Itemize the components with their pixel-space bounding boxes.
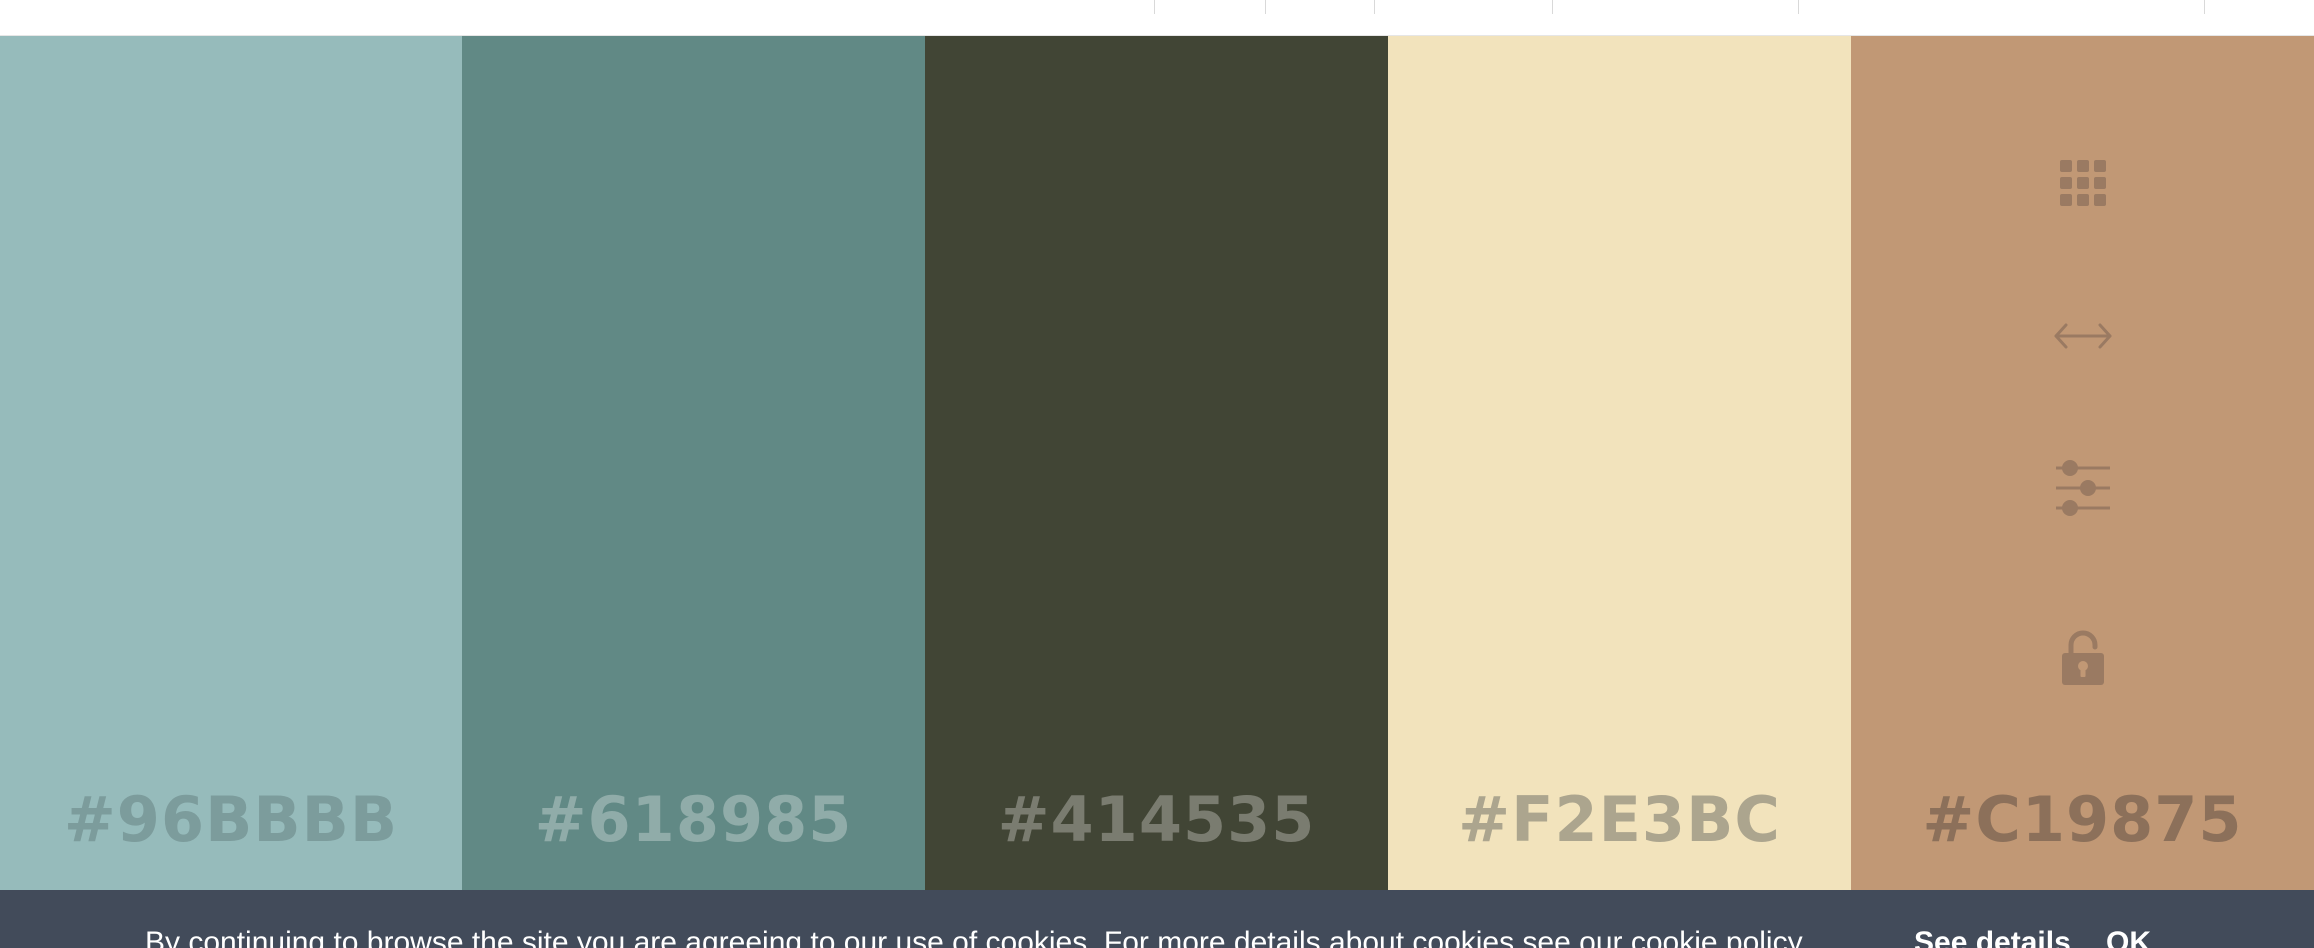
cookie-consent-banner: By continuing to browse the site you are… xyxy=(0,890,2314,948)
swatch-toolbar xyxy=(1851,36,2314,890)
sliders-icon[interactable] xyxy=(2051,456,2115,520)
nav-divider xyxy=(1265,0,1266,14)
top-navigation-bar xyxy=(0,0,2314,36)
grid-icon[interactable] xyxy=(2051,151,2115,215)
nav-divider xyxy=(1154,0,1155,14)
color-swatch[interactable]: #96BBBB xyxy=(0,36,462,890)
hex-code-label[interactable]: #618985 xyxy=(534,783,853,856)
nav-divider xyxy=(2204,0,2205,14)
nav-divider xyxy=(1552,0,1553,14)
color-swatch[interactable]: #F2E3BC xyxy=(1388,36,1851,890)
cookie-message: By continuing to browse the site you are… xyxy=(145,926,1809,948)
hex-code-label[interactable]: #96BBBB xyxy=(63,783,399,856)
nav-divider xyxy=(1374,0,1375,14)
lock-icon[interactable] xyxy=(2051,626,2115,690)
ok-button[interactable]: OK xyxy=(2106,926,2151,948)
color-swatch[interactable]: #618985 xyxy=(462,36,925,890)
hex-code-label[interactable]: #F2E3BC xyxy=(1458,783,1781,856)
nav-divider xyxy=(1798,0,1799,14)
drag-arrows-icon[interactable] xyxy=(2051,304,2115,368)
see-details-link[interactable]: See details xyxy=(1914,926,2071,948)
hex-code-label[interactable]: #C19875 xyxy=(1922,783,2243,856)
color-palette: #96BBBB #618985 #414535 #F2E3BC xyxy=(0,36,2314,890)
hex-code-label[interactable]: #414535 xyxy=(997,783,1316,856)
color-swatch-active[interactable]: #C19875 xyxy=(1851,36,2314,890)
color-swatch[interactable]: #414535 xyxy=(925,36,1388,890)
